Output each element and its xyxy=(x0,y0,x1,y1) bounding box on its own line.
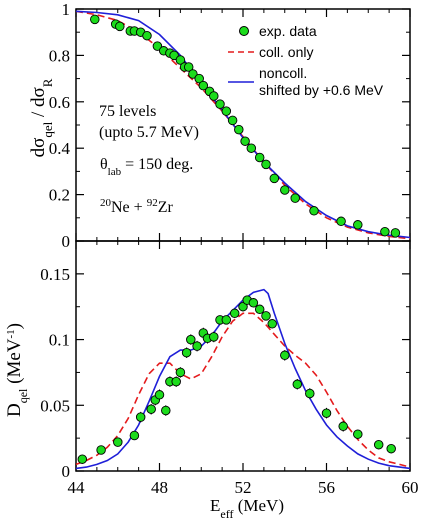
top-exp-point xyxy=(280,185,290,195)
top-y-tick-label: 1 xyxy=(62,0,71,19)
bottom-exp-point xyxy=(221,315,232,325)
top-exp-point xyxy=(183,62,194,72)
bottom-exp-point xyxy=(248,298,259,308)
bottom-y-tick-label: 0 xyxy=(62,462,71,481)
bottom-exp-point xyxy=(146,404,156,414)
top-y-tick-label: 0.8 xyxy=(49,46,70,65)
top-exp-point xyxy=(90,14,100,25)
bottom-exp-point xyxy=(77,454,88,464)
annotation-theta: θlab = 150 deg. xyxy=(100,156,193,178)
bottom-exp-point xyxy=(181,347,192,358)
top-exp-point xyxy=(194,73,204,84)
x-tick-label: 48 xyxy=(151,478,168,497)
top-exp-point xyxy=(234,124,244,135)
x-tick-label: 52 xyxy=(235,478,252,497)
legend: exp. data coll. only noncoll. shifted by… xyxy=(228,23,384,98)
top-panel: 0 0.2 0.4 0.6 0.8 1 xyxy=(49,0,411,251)
bottom-exp-point xyxy=(135,412,146,422)
top-exp-point xyxy=(336,216,346,227)
top-exp-point xyxy=(175,55,186,65)
top-exp-point xyxy=(290,193,300,203)
top-y-tick-label: 0.4 xyxy=(49,139,71,158)
bottom-exp-point xyxy=(238,301,248,312)
bottom-exp-point xyxy=(254,304,265,315)
top-exp-point xyxy=(353,220,363,230)
top-exp-point xyxy=(152,41,163,51)
top-exp-point xyxy=(221,106,232,116)
bottom-panel: 0 0.05 0.1 0.15 44 48 52 56 60 xyxy=(40,240,419,497)
top-y-tick-label: 0 xyxy=(62,232,71,251)
bottom-exp-point xyxy=(96,445,106,455)
x-tick-label: 56 xyxy=(318,478,335,497)
bottom-exp-point xyxy=(321,408,332,418)
top-exp-point xyxy=(209,91,219,101)
bottom-y-tick-label: 0.05 xyxy=(40,396,70,415)
bottom-y-axis-label: Dqel (MeV-1) xyxy=(4,323,30,417)
legend-label-coll: coll. only xyxy=(259,44,313,60)
bottom-exp-point xyxy=(209,332,219,342)
top-exp-point xyxy=(254,152,265,163)
x-tick-label: 44 xyxy=(68,478,86,497)
bottom-exp-point xyxy=(186,334,196,345)
top-exp-point xyxy=(169,50,179,61)
legend-label-exp: exp. data xyxy=(259,23,317,39)
bottom-exp-point xyxy=(229,308,240,319)
top-exp-point xyxy=(380,226,390,237)
x-tick-label: 60 xyxy=(402,478,419,497)
bottom-exp-point xyxy=(154,390,165,400)
bottom-exp-point xyxy=(386,443,396,454)
annotation-reaction: 20Ne + 92Zr xyxy=(100,197,173,216)
annotation-levels: 75 levels xyxy=(99,103,156,120)
top-exp-point xyxy=(269,173,280,184)
bottom-exp-point xyxy=(292,379,303,390)
bottom-exp-point xyxy=(171,376,181,387)
top-exp-point xyxy=(142,30,152,41)
top-exp-point xyxy=(240,136,250,146)
bottom-exp-point xyxy=(261,311,271,321)
x-axis-label: Eeff (MeV) xyxy=(210,496,284,520)
top-exp-point xyxy=(261,159,271,170)
bottom-y-tick-label: 0.15 xyxy=(40,265,70,284)
top-exp-point xyxy=(215,99,225,109)
bottom-y-tick-label: 0.1 xyxy=(49,331,70,350)
bottom-series-noncoll-line xyxy=(75,288,411,470)
top-y-tick-label: 0.2 xyxy=(49,186,70,205)
top-y-axis-label: dσqel / dσR xyxy=(28,78,55,157)
bottom-exp-point xyxy=(373,439,384,450)
legend-marker-exp xyxy=(239,26,249,36)
bottom-exp-point xyxy=(338,421,348,432)
top-exp-point xyxy=(227,115,238,126)
bottom-exp-point xyxy=(280,350,290,361)
annotation-upto: (upto 5.7 MeV) xyxy=(99,124,199,141)
top-exp-point xyxy=(188,69,198,79)
top-exp-point xyxy=(198,80,209,91)
bottom-exp-point xyxy=(161,405,171,416)
legend-label-shifted: shifted by +0.6 MeV xyxy=(259,82,384,98)
top-y-tick-label: 0.6 xyxy=(49,93,70,112)
bottom-exp-point xyxy=(129,430,140,441)
bottom-exp-point xyxy=(305,388,315,399)
bottom-exp-point xyxy=(175,367,186,378)
top-exp-point xyxy=(309,206,319,216)
bottom-exp-point xyxy=(267,319,277,329)
legend-label-noncoll: noncoll. xyxy=(259,65,307,81)
top-exp-point xyxy=(246,143,257,153)
top-exp-point xyxy=(390,228,401,238)
bottom-series-coll-line xyxy=(75,312,411,468)
top-exp-point xyxy=(115,21,125,32)
bottom-exp-point xyxy=(192,341,202,351)
bottom-exp-point xyxy=(113,437,123,447)
bottom-exp-point xyxy=(353,429,363,439)
